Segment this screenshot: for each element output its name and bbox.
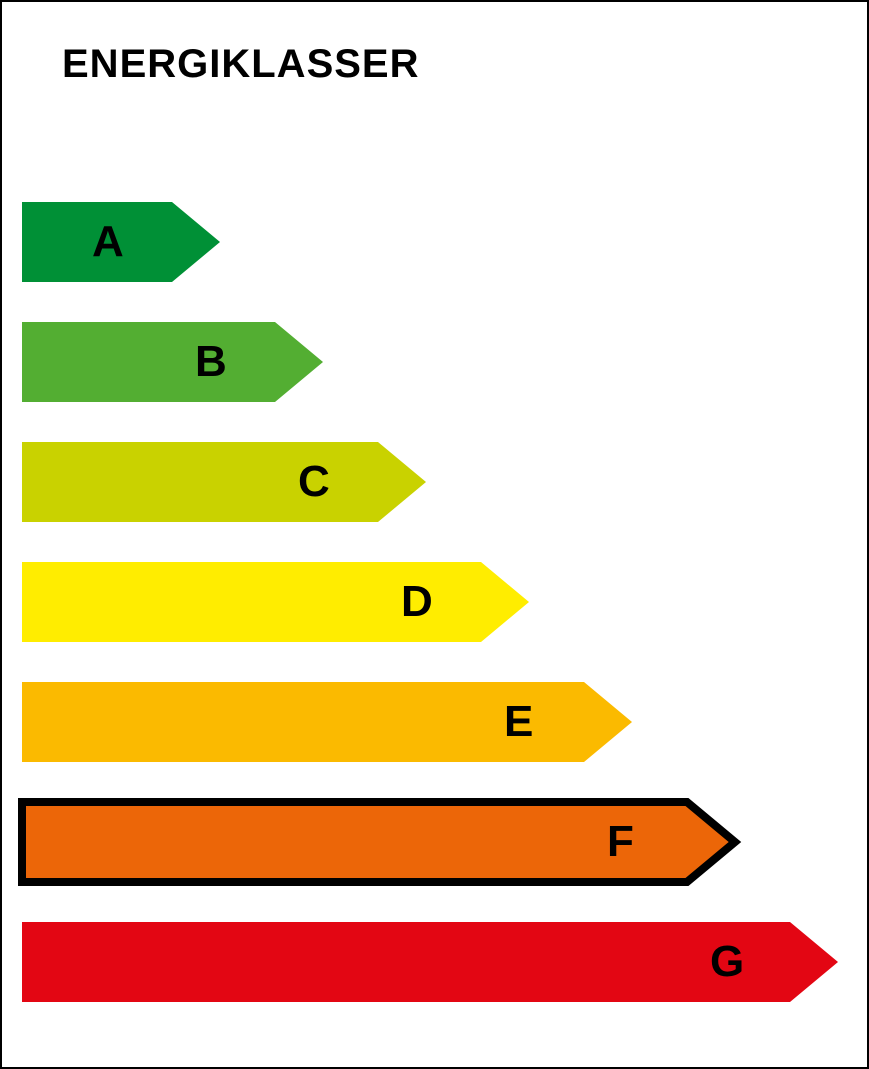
energy-bar-label: E (504, 697, 533, 747)
energy-bar-c: C (22, 442, 426, 522)
energy-bar-d: D (22, 562, 529, 642)
energy-bar-label: B (195, 337, 227, 387)
chart-title: ENERGIKLASSER (62, 42, 420, 87)
energy-bar-b: B (22, 322, 323, 402)
energy-bar-label: D (401, 577, 433, 627)
energy-bar-label: C (298, 457, 330, 507)
energy-bar-label: G (710, 937, 744, 987)
energy-arrow-icon (22, 682, 632, 762)
energy-bar-g: G (22, 922, 838, 1002)
energy-bar-label: A (92, 217, 124, 267)
energy-bar-label: F (607, 817, 634, 867)
energy-bar-f: F (14, 794, 743, 890)
energy-arrow-icon (22, 442, 426, 522)
energy-arrow-icon (22, 562, 529, 642)
energy-arrow-icon (22, 322, 323, 402)
energy-label-card: ENERGIKLASSER A B C D E F G (0, 0, 869, 1069)
energy-bar-e: E (22, 682, 632, 762)
energy-bar-a: A (22, 202, 220, 282)
